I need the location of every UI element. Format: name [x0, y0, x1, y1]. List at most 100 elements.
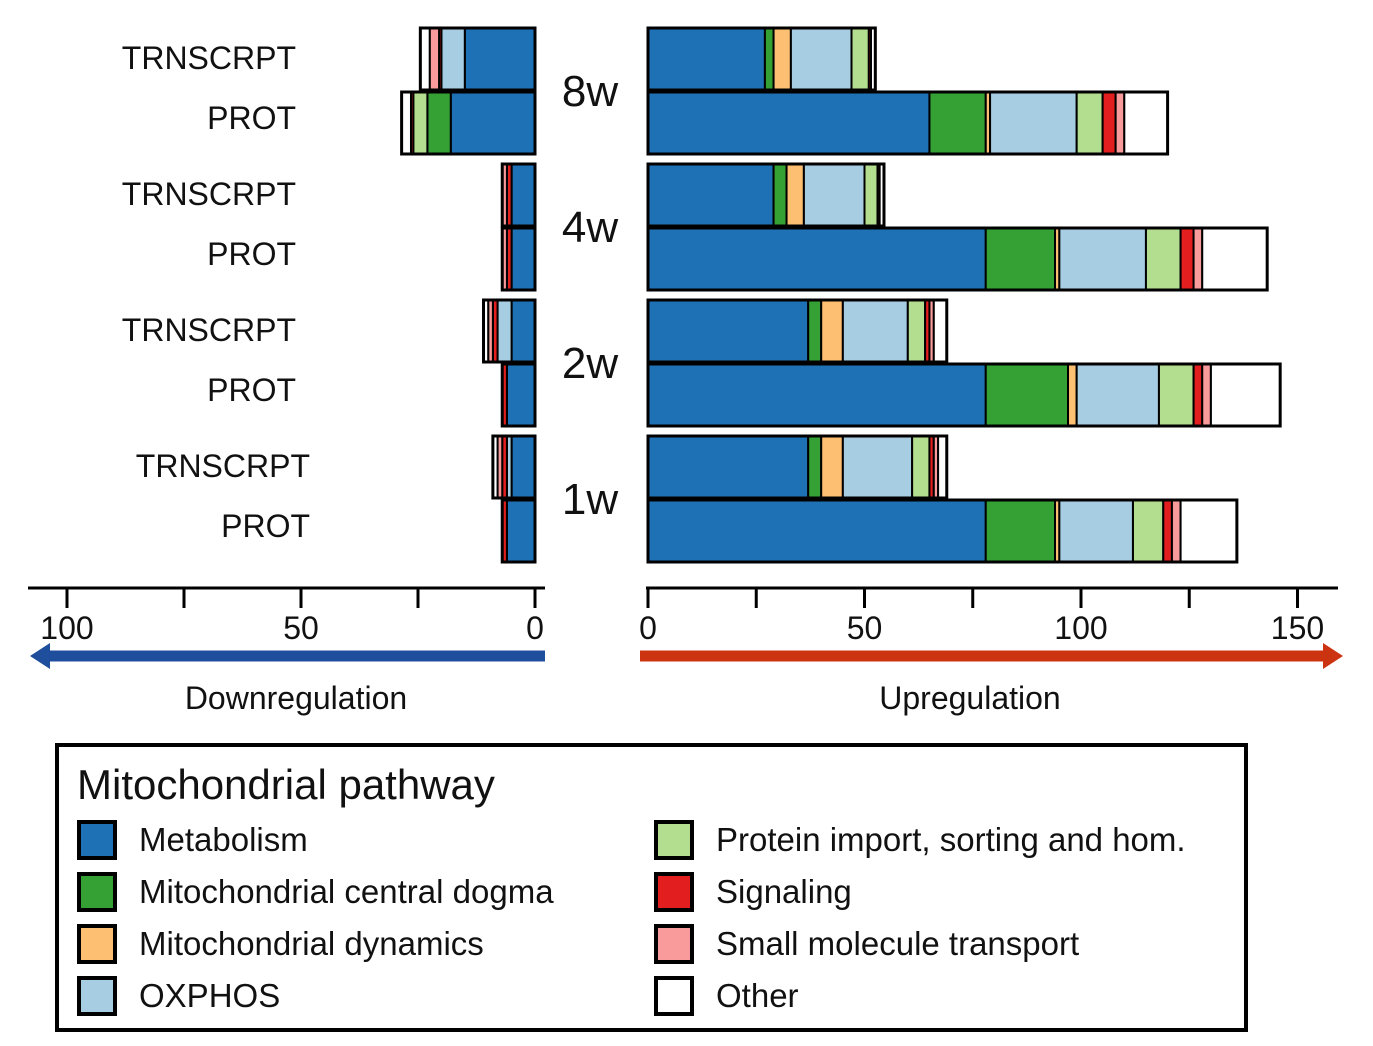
bar-segment-up-8w-prot-oxphos	[989, 91, 1078, 155]
bar-segment-up-2w-prot-protein_import	[1157, 363, 1195, 427]
bar-outline-down-1w-trnscrpt	[491, 434, 537, 500]
legend-item-protein-import: Protein import, sorting and hom.	[654, 817, 1186, 863]
bar-outline-down-1w-prot	[500, 498, 537, 564]
row-label-2w-trnscrpt: TRNSCRPT	[122, 312, 296, 348]
bar-segment-up-2w-prot-metabolism	[647, 363, 987, 427]
row-label-8w-trnscrpt: TRNSCRPT	[122, 40, 296, 76]
legend-label: Metabolism	[139, 821, 308, 858]
upregulation-bars	[646, 26, 1282, 564]
bar-segment-down-2w-trnscrpt-metabolism	[510, 299, 537, 363]
bar-segment-up-1w-prot-signaling	[1162, 499, 1173, 563]
legend-swatch	[77, 872, 117, 912]
legend-swatch	[654, 820, 694, 860]
bar-segment-up-4w-trnscrpt-central_dogma	[772, 163, 788, 227]
bar-segment-up-2w-prot-other	[1209, 363, 1282, 427]
row-label-1w-prot: PROT	[221, 508, 310, 544]
bar-segment-up-1w-prot-central_dogma	[984, 499, 1057, 563]
bar-outline-up-2w-trnscrpt	[646, 298, 949, 364]
bar-outline-down-8w-prot	[400, 90, 537, 156]
downregulation-arrow-head	[30, 643, 50, 669]
legend-swatch	[654, 924, 694, 964]
down-axis-tick-label: 0	[526, 610, 544, 646]
bar-segment-up-1w-trnscrpt-central_dogma	[807, 435, 823, 499]
bar-outline-up-8w-prot	[646, 90, 1170, 156]
bar-outline-down-4w-trnscrpt	[500, 162, 537, 228]
upregulation-arrow-head	[1323, 643, 1343, 669]
downregulation-label: Downregulation	[185, 680, 407, 716]
bar-outline-up-1w-trnscrpt	[646, 434, 949, 500]
bar-outline-up-8w-trnscrpt	[646, 26, 877, 92]
downregulation-bars	[400, 26, 537, 564]
bar-segment-up-4w-prot-signaling	[1179, 227, 1195, 291]
legend-item-oxphos: OXPHOS	[77, 973, 280, 1019]
bar-segment-up-2w-trnscrpt-central_dogma	[807, 299, 823, 363]
bar-outline-up-1w-prot	[646, 498, 1239, 564]
bar-segment-up-8w-prot-signaling	[1101, 91, 1117, 155]
bar-segment-up-8w-prot-central_dogma	[928, 91, 987, 155]
legend-label: OXPHOS	[139, 977, 281, 1014]
bar-segment-up-8w-prot-protein_import	[1075, 91, 1104, 155]
bar-segment-up-4w-prot-metabolism	[647, 227, 987, 291]
row-label-4w-trnscrpt: TRNSCRPT	[122, 176, 296, 212]
legend-item-dynamics: Mitochondrial dynamics	[77, 921, 484, 967]
bar-outline-down-2w-trnscrpt	[482, 298, 537, 364]
bar-outline-down-8w-trnscrpt	[418, 26, 537, 92]
legend-swatch	[77, 820, 117, 860]
bar-segment-down-8w-prot-metabolism	[449, 91, 537, 155]
bar-segment-up-8w-prot-small_molecule	[1114, 91, 1126, 155]
row-label-4w-prot: PROT	[207, 236, 296, 272]
bar-segment-up-8w-trnscrpt-oxphos	[789, 27, 853, 91]
bar-segment-up-8w-trnscrpt-metabolism	[647, 27, 766, 91]
bar-segment-down-2w-prot-metabolism	[505, 363, 537, 427]
bar-outline-down-4w-prot	[500, 226, 537, 292]
bar-segment-up-8w-prot-metabolism	[647, 91, 931, 155]
row-label-1w-trnscrpt: TRNSCRPT	[136, 448, 310, 484]
bar-segment-down-2w-trnscrpt-oxphos	[496, 299, 513, 363]
legend-swatch	[654, 976, 694, 1016]
bar-segment-up-4w-prot-oxphos	[1058, 227, 1147, 291]
legend-item-other: Other	[654, 973, 799, 1019]
bar-segment-down-4w-prot-metabolism	[510, 227, 537, 291]
bar-segment-up-8w-trnscrpt-central_dogma	[763, 27, 775, 91]
legend-title: Mitochondrial pathway	[77, 761, 495, 808]
bar-segment-up-1w-trnscrpt-oxphos	[841, 435, 914, 499]
bar-segment-up-1w-trnscrpt-dynamics	[820, 435, 844, 499]
upregulation-axis: 0 50 100 150 Upregulation	[639, 586, 1343, 716]
stacked-bar-chart: TRNSCRPT PROT TRNSCRPT PROT TRNSCRPT PROT TRNS…	[28, 26, 1343, 716]
bar-segment-up-4w-trnscrpt-oxphos	[802, 163, 866, 227]
upregulation-label: Upregulation	[879, 680, 1060, 716]
bar-outline-up-4w-prot	[646, 226, 1269, 292]
legend-label: Small molecule transport	[716, 925, 1080, 962]
down-axis-tick-label: 50	[283, 610, 319, 646]
legend-item-signaling: Signaling	[654, 869, 852, 915]
legend-swatch	[77, 976, 117, 1016]
bar-segment-down-8w-trnscrpt-metabolism	[463, 27, 536, 91]
legend-swatch	[77, 924, 117, 964]
legend-label: Mitochondrial dynamics	[139, 925, 484, 962]
bar-segment-up-1w-prot-other	[1179, 499, 1238, 563]
row-label-2w-prot: PROT	[207, 372, 296, 408]
up-axis-tick-label: 50	[847, 610, 883, 646]
legend-swatch	[654, 872, 694, 912]
bar-segment-up-4w-trnscrpt-protein_import	[863, 163, 879, 227]
up-axis-tick-label: 150	[1271, 610, 1324, 646]
bar-segment-up-1w-prot-oxphos	[1058, 499, 1134, 563]
bar-outline-up-4w-trnscrpt	[646, 162, 886, 228]
bar-segment-down-1w-trnscrpt-metabolism	[510, 435, 537, 499]
legend-item-central-dogma: Mitochondrial central dogma	[77, 869, 554, 915]
bar-segment-up-2w-prot-central_dogma	[984, 363, 1070, 427]
bar-segment-up-2w-trnscrpt-protein_import	[906, 299, 927, 363]
time-label-2w: 2w	[562, 339, 618, 388]
legend: Mitochondrial pathway Metabolism Mitochon…	[55, 743, 1248, 1032]
bar-segment-down-4w-trnscrpt-metabolism	[510, 163, 537, 227]
bar-segment-up-4w-trnscrpt-dynamics	[785, 163, 805, 227]
row-label-8w-prot: PROT	[207, 100, 296, 136]
bar-segment-down-8w-prot-protein_import	[412, 91, 429, 155]
bar-segment-up-2w-prot-signaling	[1192, 363, 1204, 427]
bar-segment-up-2w-prot-oxphos	[1075, 363, 1160, 427]
down-axis-tick-label: 100	[40, 610, 93, 646]
legend-label: Mitochondrial central dogma	[139, 873, 554, 910]
up-axis-tick-label: 100	[1054, 610, 1107, 646]
legend-item-small-molecule: Small molecule transport	[654, 921, 1079, 967]
legend-item-metabolism: Metabolism	[77, 817, 308, 863]
